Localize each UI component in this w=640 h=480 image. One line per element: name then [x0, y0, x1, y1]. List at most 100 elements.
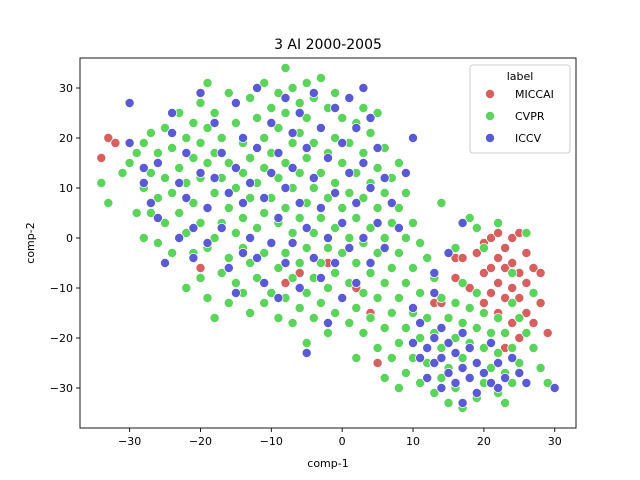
point-cvpr-180: [379, 372, 390, 383]
point-iccv-50: [287, 237, 298, 248]
point-iccv-80: [358, 232, 369, 243]
point-cvpr-127: [315, 257, 326, 268]
point-cvpr-96: [280, 247, 291, 258]
point-iccv-104: [443, 337, 454, 348]
point-cvpr-35: [195, 217, 206, 228]
point-cvpr-148: [344, 187, 355, 198]
point-cvpr-55: [223, 252, 234, 263]
point-iccv-108: [457, 327, 468, 338]
point-iccv-92: [407, 302, 418, 313]
point-cvpr-235: [485, 327, 496, 338]
point-iccv-95: [415, 317, 426, 328]
point-cvpr-22: [174, 162, 185, 173]
point-cvpr-87: [273, 123, 284, 134]
point-cvpr-236: [485, 362, 496, 373]
point-cvpr-38: [202, 123, 213, 134]
point-iccv-40: [266, 167, 277, 178]
point-miccai-0: [96, 152, 107, 163]
point-iccv-12: [181, 147, 192, 158]
point-iccv-2: [138, 162, 149, 173]
point-cvpr-257: [478, 242, 489, 253]
x-axis: −30 −20 −10 0 10 20 30: [118, 428, 562, 448]
point-iccv-84: [372, 142, 383, 153]
point-cvpr-110: [301, 78, 312, 89]
point-cvpr-182: [386, 217, 397, 228]
point-iccv-57: [308, 88, 319, 99]
point-cvpr-247: [514, 357, 525, 368]
point-iccv-66: [330, 103, 341, 114]
point-cvpr-250: [528, 287, 539, 298]
point-cvpr-112: [301, 152, 312, 163]
point-cvpr-166: [365, 222, 376, 233]
point-iccv-58: [308, 172, 319, 183]
point-cvpr-29: [188, 152, 199, 163]
point-miccai-20: [478, 297, 489, 308]
point-cvpr-118: [308, 137, 319, 148]
point-iccv-38: [259, 277, 270, 288]
legend-items: MICCAI CVPR ICCV: [484, 88, 554, 145]
point-iccv-86: [379, 172, 390, 183]
point-iccv-119: [493, 382, 504, 393]
point-cvpr-228: [471, 287, 482, 298]
point-miccai-25: [493, 252, 504, 263]
point-iccv-72: [344, 93, 355, 104]
point-cvpr-160: [358, 192, 369, 203]
point-cvpr-53: [223, 157, 234, 168]
point-cvpr-197: [407, 217, 418, 228]
point-cvpr-244: [507, 342, 518, 353]
legend-label-iccv: ICCV: [515, 132, 542, 145]
point-cvpr-70: [245, 307, 256, 318]
point-cvpr-177: [379, 232, 390, 243]
point-cvpr-57: [230, 118, 241, 129]
point-cvpr-183: [386, 262, 397, 273]
point-iccv-103: [436, 382, 447, 393]
y-tick-label-3: 0: [66, 232, 73, 245]
point-cvpr-81: [266, 103, 277, 114]
point-iccv-51: [294, 108, 305, 119]
point-miccai-43: [528, 262, 539, 273]
point-cvpr-33: [195, 137, 206, 148]
point-iccv-93: [407, 337, 418, 348]
point-iccv-63: [322, 152, 333, 163]
point-cvpr-246: [514, 312, 525, 323]
point-cvpr-69: [245, 257, 256, 268]
point-cvpr-254: [450, 242, 461, 253]
point-iccv-41: [266, 237, 277, 248]
point-cvpr-79: [259, 247, 270, 258]
point-cvpr-196: [400, 367, 411, 378]
point-miccai-21: [485, 232, 496, 243]
point-miccai-32: [507, 232, 518, 243]
point-miccai-5: [280, 277, 291, 288]
point-iccv-97: [422, 372, 433, 383]
point-cvpr-221: [457, 277, 468, 288]
point-iccv-7: [159, 257, 170, 268]
point-cvpr-17: [159, 217, 170, 228]
point-iccv-52: [294, 197, 305, 208]
x-tick-label-5: 20: [477, 435, 491, 448]
point-cvpr-45: [209, 187, 220, 198]
point-iccv-43: [273, 212, 284, 223]
x-tick-label-0: −30: [118, 435, 141, 448]
point-iccv-46: [280, 182, 291, 193]
point-iccv-116: [485, 337, 496, 348]
point-cvpr-58: [230, 182, 241, 193]
point-cvpr-223: [457, 352, 468, 363]
point-cvpr-32: [195, 98, 206, 109]
point-iccv-17: [195, 167, 206, 178]
point-iccv-34: [252, 83, 263, 94]
y-tick-label-6: 30: [59, 82, 73, 95]
legend-label-miccai: MICCAI: [515, 88, 554, 101]
point-cvpr-14: [152, 237, 163, 248]
point-cvpr-260: [521, 227, 532, 238]
point-iccv-56: [301, 347, 312, 358]
point-cvpr-159: [358, 147, 369, 158]
point-iccv-60: [315, 123, 326, 134]
point-iccv-83: [365, 257, 376, 268]
point-cvpr-174: [372, 342, 383, 353]
point-iccv-9: [167, 108, 178, 119]
point-iccv-21: [209, 172, 220, 183]
point-iccv-32: [245, 177, 256, 188]
point-cvpr-256: [471, 222, 482, 233]
point-cvpr-214: [436, 372, 447, 383]
point-cvpr-51: [216, 267, 227, 278]
